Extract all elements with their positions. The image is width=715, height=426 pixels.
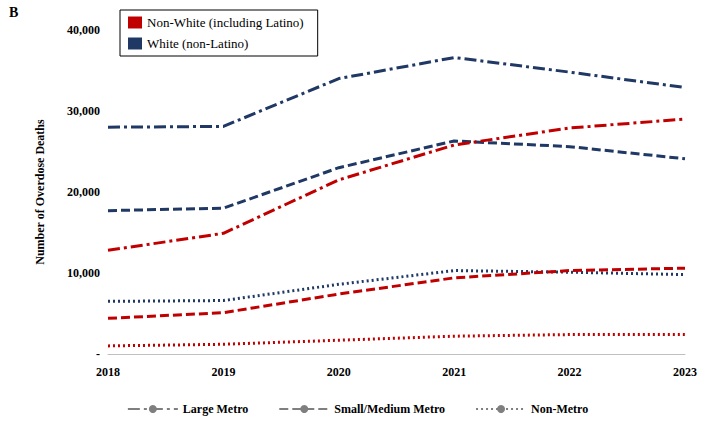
svg-text:2019: 2019	[211, 365, 235, 379]
svg-text:B: B	[9, 5, 18, 20]
svg-text:2023: 2023	[673, 365, 697, 379]
svg-text:-: -	[96, 347, 100, 361]
svg-text:2018: 2018	[96, 365, 120, 379]
svg-text:Non-Metro: Non-Metro	[531, 402, 588, 416]
svg-text:White (non-Latino): White (non-Latino)	[147, 36, 248, 51]
svg-text:10,000: 10,000	[67, 266, 100, 280]
svg-text:Number of Overdose Deaths: Number of Overdose Deaths	[33, 119, 47, 265]
svg-text:2022: 2022	[558, 365, 582, 379]
svg-text:Large Metro: Large Metro	[183, 402, 248, 416]
svg-text:20,000: 20,000	[67, 185, 100, 199]
svg-text:40,000: 40,000	[67, 23, 100, 37]
svg-text:2021: 2021	[442, 365, 466, 379]
svg-text:Non-White (including Latino): Non-White (including Latino)	[147, 15, 304, 30]
svg-text:2020: 2020	[327, 365, 351, 379]
svg-text:30,000: 30,000	[67, 104, 100, 118]
svg-text:Small/Medium Metro: Small/Medium Metro	[334, 402, 445, 416]
